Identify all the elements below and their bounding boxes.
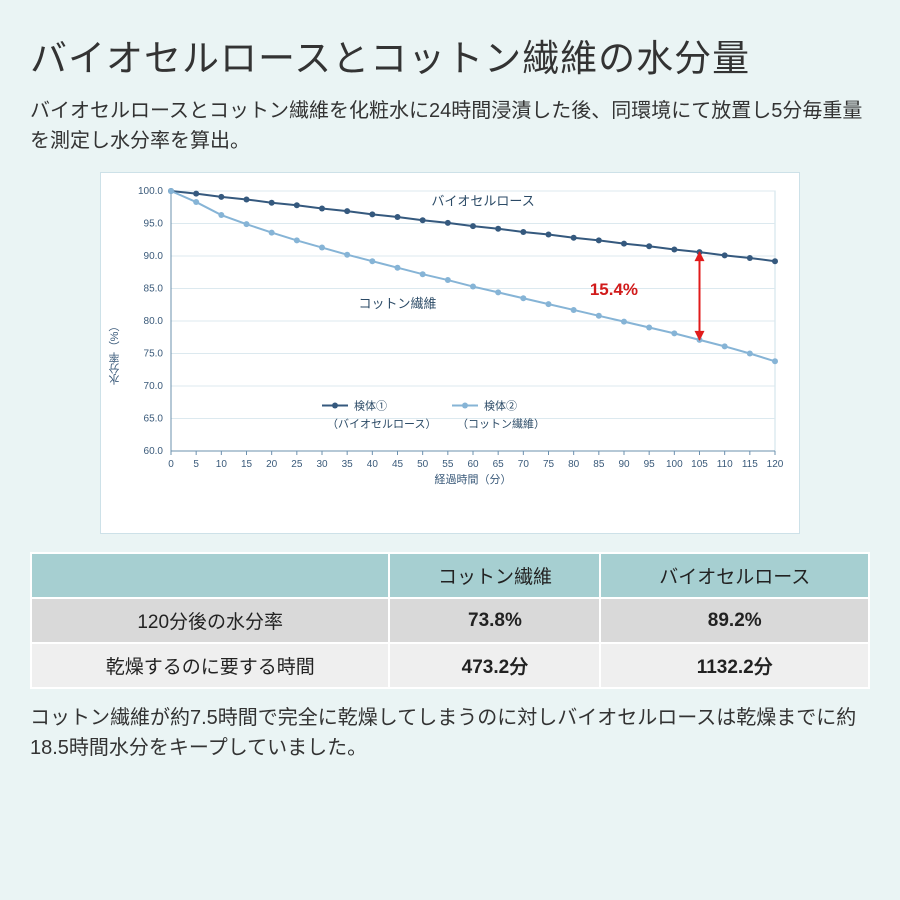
table-cell: 1132.2分: [600, 643, 869, 688]
svg-text:（バイオセルロース）: （バイオセルロース）: [327, 418, 436, 431]
svg-text:105: 105: [691, 459, 708, 470]
svg-text:85: 85: [593, 459, 605, 470]
svg-text:80.0: 80.0: [144, 316, 164, 327]
svg-text:85.0: 85.0: [144, 284, 164, 295]
table-row: 乾燥するのに要する時間 473.2分 1132.2分: [31, 643, 869, 688]
svg-text:35: 35: [342, 459, 354, 470]
intro-text: バイオセルロースとコットン繊維を化粧水に24時間浸漬した後、同環境にて放置し5分…: [30, 96, 870, 156]
svg-text:15: 15: [241, 459, 253, 470]
svg-text:5: 5: [193, 459, 199, 470]
svg-text:65.0: 65.0: [144, 414, 164, 425]
table-cell: 73.8%: [389, 598, 600, 643]
svg-text:30: 30: [316, 459, 328, 470]
svg-text:45: 45: [392, 459, 404, 470]
svg-text:100.0: 100.0: [138, 186, 163, 197]
outro-text: コットン繊維が約7.5時間で完全に乾燥してしまうのに対しバイオセルロースは乾燥ま…: [30, 703, 870, 763]
svg-text:95.0: 95.0: [144, 219, 164, 230]
svg-text:0: 0: [168, 459, 174, 470]
comparison-table: コットン繊維 バイオセルロース 120分後の水分率 73.8% 89.2% 乾燥…: [30, 552, 870, 689]
svg-text:検体②: 検体②: [484, 399, 517, 413]
table-row-label: 120分後の水分率: [31, 598, 389, 643]
table-header-biocellulose: バイオセルロース: [600, 553, 869, 598]
page-title: バイオセルロースとコットン繊維の水分量: [30, 28, 870, 82]
svg-text:95: 95: [644, 459, 656, 470]
table-cell: 89.2%: [600, 598, 869, 643]
svg-text:80: 80: [568, 459, 580, 470]
table-cell: 473.2分: [389, 643, 600, 688]
svg-text:60: 60: [467, 459, 479, 470]
chart-ylabel: 水分率（%）: [107, 321, 123, 386]
svg-text:10: 10: [216, 459, 228, 470]
svg-text:120: 120: [767, 459, 784, 470]
chart-svg: 60.0 65.0 70.0 75.0 80.0 85.0 90.0 95.0 100.0 0 5 1…: [101, 173, 801, 533]
svg-text:50: 50: [417, 459, 429, 470]
svg-text:115: 115: [742, 459, 758, 470]
svg-text:100: 100: [666, 459, 683, 470]
svg-text:15.4%: 15.4%: [590, 280, 638, 299]
moisture-chart: 水分率（%） 60.0 65.0 70.0 75.0 80.0 85.0 90.0 95.0 1…: [100, 172, 800, 534]
svg-text:65: 65: [493, 459, 505, 470]
svg-text:75: 75: [543, 459, 555, 470]
table-header-cotton: コットン繊維: [389, 553, 600, 598]
svg-text:（コットン繊維）: （コットン繊維）: [457, 418, 545, 431]
svg-text:バイオセルロース: バイオセルロース: [431, 193, 534, 208]
svg-text:経過時間（分）: 経過時間（分）: [435, 473, 512, 486]
svg-text:コットン繊維: コットン繊維: [358, 296, 436, 311]
table-row-label: 乾燥するのに要する時間: [31, 643, 389, 688]
svg-text:40: 40: [367, 459, 379, 470]
svg-text:75.0: 75.0: [144, 349, 164, 360]
svg-text:70.0: 70.0: [144, 381, 164, 392]
svg-text:90.0: 90.0: [144, 251, 164, 262]
svg-text:110: 110: [717, 459, 733, 470]
table-row: 120分後の水分率 73.8% 89.2%: [31, 598, 869, 643]
svg-text:20: 20: [266, 459, 278, 470]
svg-text:60.0: 60.0: [144, 446, 164, 457]
table-header-blank: [31, 553, 389, 598]
svg-text:検体①: 検体①: [354, 399, 387, 413]
svg-text:90: 90: [618, 459, 630, 470]
svg-text:55: 55: [442, 459, 454, 470]
svg-text:70: 70: [518, 459, 530, 470]
svg-text:25: 25: [291, 459, 303, 470]
